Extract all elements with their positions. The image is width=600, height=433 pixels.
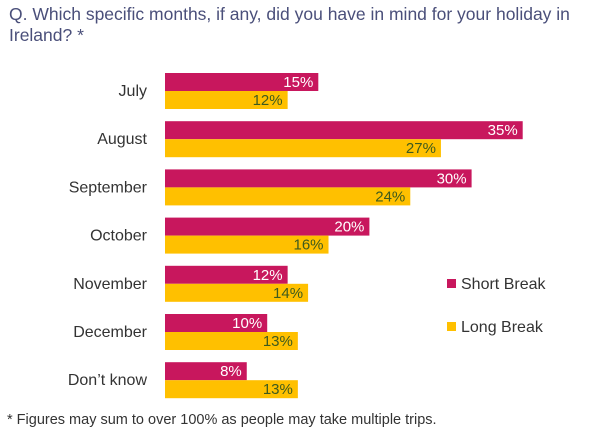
data-label-don-t-know-long-break: 13% xyxy=(263,381,293,398)
footnote: * Figures may sum to over 100% as people… xyxy=(7,412,437,428)
data-label-don-t-know-short-break: 8% xyxy=(220,363,242,380)
bar-december-short-break xyxy=(165,314,268,332)
legend: Short Break Long Break xyxy=(447,276,546,336)
category-label-december: December xyxy=(73,324,147,341)
data-label-august-long-break: 27% xyxy=(406,140,436,157)
data-label-july-short-break: 15% xyxy=(283,74,313,91)
category-label-october: October xyxy=(90,228,148,245)
bar-september-long-break xyxy=(165,187,411,206)
bar-november-long-break xyxy=(165,283,309,302)
data-label-august-short-break: 35% xyxy=(488,122,518,139)
category-label-august: August xyxy=(97,131,147,148)
bar-august-long-break xyxy=(165,139,441,158)
category-label-september: September xyxy=(69,179,148,196)
bar-october-long-break xyxy=(165,235,329,254)
category-label-don-t-know: Don’t know xyxy=(68,372,148,389)
category-label-november: November xyxy=(73,276,147,293)
data-label-december-long-break: 13% xyxy=(263,333,293,350)
bar-september-short-break xyxy=(165,169,472,188)
data-label-october-long-break: 16% xyxy=(293,237,323,254)
legend-swatch-short-break xyxy=(447,279,456,288)
bar-july-short-break xyxy=(165,73,319,91)
bar-november-short-break xyxy=(165,265,288,284)
data-label-july-long-break: 12% xyxy=(253,92,283,109)
legend-label-short-break: Short Break xyxy=(461,276,546,293)
data-label-december-short-break: 10% xyxy=(232,315,262,332)
data-label-october-short-break: 20% xyxy=(334,219,364,236)
data-label-september-short-break: 30% xyxy=(437,170,467,187)
bar-july-long-break xyxy=(165,91,288,109)
bars-group: July15%12%August35%27%September30%24%Oct… xyxy=(68,73,523,399)
category-label-july: July xyxy=(119,83,147,100)
bar-october-short-break xyxy=(165,217,370,236)
bar-december-long-break xyxy=(165,332,298,350)
data-label-november-short-break: 12% xyxy=(253,267,283,284)
bar-august-short-break xyxy=(165,121,523,140)
data-label-september-long-break: 24% xyxy=(375,188,405,205)
bar-don-t-know-long-break xyxy=(165,380,298,399)
chart-question: Q. Which specific months, if any, did yo… xyxy=(9,4,570,45)
bar-don-t-know-short-break xyxy=(165,362,247,381)
legend-label-long-break: Long Break xyxy=(461,319,544,336)
legend-swatch-long-break xyxy=(447,322,456,331)
data-label-november-long-break: 14% xyxy=(273,285,303,302)
